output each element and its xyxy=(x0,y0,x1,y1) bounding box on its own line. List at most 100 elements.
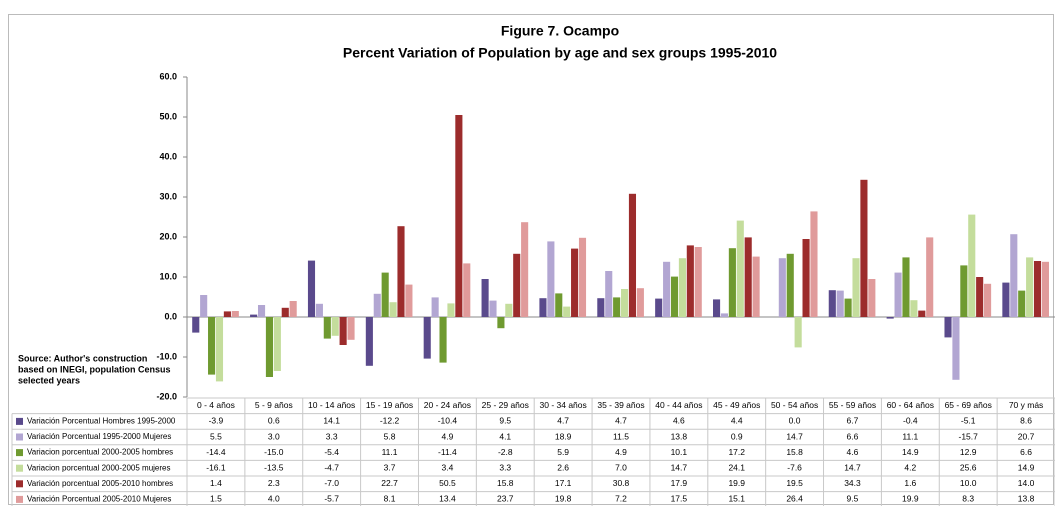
value-label: 10.1 xyxy=(671,447,688,457)
bar xyxy=(1010,234,1018,317)
value-label: 1.5 xyxy=(210,494,222,504)
value-label: 10.0 xyxy=(960,478,977,488)
value-label: 3.0 xyxy=(268,431,280,441)
value-label: -15.0 xyxy=(264,447,284,457)
value-label: 11.1 xyxy=(902,431,918,441)
bar xyxy=(794,317,802,348)
value-label: 4.9 xyxy=(441,431,453,441)
value-label: 19.5 xyxy=(786,478,803,488)
bar xyxy=(694,247,702,317)
y-tick-label: -20.0 xyxy=(156,391,177,401)
bar xyxy=(200,295,208,317)
value-label: 1.4 xyxy=(210,478,222,488)
value-label: 5.8 xyxy=(384,431,396,441)
legend-swatch xyxy=(16,464,23,472)
value-label: 0.9 xyxy=(731,431,743,441)
x-tick-label: 70 y más xyxy=(1009,400,1044,410)
bar xyxy=(447,303,455,317)
value-label: 4.7 xyxy=(615,416,627,426)
bar xyxy=(281,307,289,317)
bar xyxy=(894,272,902,317)
bar xyxy=(489,300,497,317)
bar xyxy=(886,317,894,319)
value-label: -7.0 xyxy=(324,478,339,488)
value-label: 15.1 xyxy=(728,494,745,504)
bar xyxy=(497,317,505,329)
bar xyxy=(505,303,513,317)
bar xyxy=(828,290,836,317)
bar xyxy=(481,279,489,317)
value-label: 14.7 xyxy=(671,462,688,472)
value-label: -2.8 xyxy=(498,447,513,457)
value-label: 14.9 xyxy=(902,447,919,457)
value-label: 11.5 xyxy=(613,431,629,441)
legend-swatch xyxy=(16,480,23,488)
bar xyxy=(860,179,868,317)
value-label: -14.4 xyxy=(206,447,226,457)
value-label: 18.9 xyxy=(555,431,572,441)
y-tick-label: 40.0 xyxy=(159,151,177,161)
y-tick-label: 50.0 xyxy=(159,111,177,121)
bar xyxy=(223,311,231,317)
bar xyxy=(844,298,852,317)
value-label: 12.9 xyxy=(960,447,977,457)
bar xyxy=(539,298,547,317)
bar xyxy=(868,279,876,317)
value-label: -5.4 xyxy=(324,447,339,457)
value-label: 5.9 xyxy=(557,447,569,457)
value-label: 6.6 xyxy=(1020,447,1032,457)
bar xyxy=(347,317,355,340)
value-label: 15.8 xyxy=(786,447,803,457)
bar xyxy=(231,311,239,317)
legend-label: Variación porcentual 2005-2010 hombres xyxy=(27,479,173,488)
value-label: -3.9 xyxy=(209,416,224,426)
value-label: 2.3 xyxy=(268,478,280,488)
value-label: 26.4 xyxy=(786,494,803,504)
bar xyxy=(1018,290,1026,317)
value-label: 9.5 xyxy=(499,416,511,426)
value-label: 14.1 xyxy=(323,416,340,426)
bar xyxy=(365,317,373,366)
x-tick-label: 0 - 4 años xyxy=(197,400,235,410)
value-label: 13.4 xyxy=(439,494,456,504)
value-label: 4.9 xyxy=(615,447,627,457)
bar xyxy=(952,317,960,380)
bar xyxy=(736,220,744,317)
value-label: -5.1 xyxy=(961,416,976,426)
bar xyxy=(628,193,637,317)
x-tick-label: 5 - 9 años xyxy=(255,400,293,410)
value-label: -11.4 xyxy=(438,447,457,457)
value-label: -4.7 xyxy=(324,462,339,472)
value-label: 14.7 xyxy=(786,431,803,441)
value-label: -7.6 xyxy=(787,462,802,472)
bar xyxy=(786,253,794,317)
bar xyxy=(910,300,918,317)
bar xyxy=(810,211,818,317)
value-label: 30.8 xyxy=(613,478,630,488)
value-label: 4.7 xyxy=(557,416,569,426)
value-label: -5.7 xyxy=(324,494,339,504)
value-label: 17.9 xyxy=(671,478,688,488)
bar xyxy=(339,317,347,345)
y-tick-label: 10.0 xyxy=(159,271,177,281)
value-label: 14.0 xyxy=(1018,478,1035,488)
bar xyxy=(670,276,679,317)
bar xyxy=(265,317,273,377)
bar xyxy=(918,310,926,317)
bar xyxy=(192,317,200,333)
bar xyxy=(289,301,297,317)
bar xyxy=(597,298,605,317)
value-label: -15.7 xyxy=(959,431,979,441)
legend-swatch xyxy=(16,417,23,425)
value-label: 7.2 xyxy=(615,494,627,504)
bar xyxy=(397,226,405,317)
bar xyxy=(984,283,992,317)
value-label: 24.1 xyxy=(728,462,745,472)
bar xyxy=(381,272,389,317)
bar xyxy=(273,317,281,371)
value-label: 4.2 xyxy=(904,462,916,472)
bar xyxy=(1041,261,1049,317)
bar xyxy=(513,253,521,317)
x-tick-label: 40 - 44 años xyxy=(655,400,702,410)
value-label: 20.7 xyxy=(1018,431,1035,441)
